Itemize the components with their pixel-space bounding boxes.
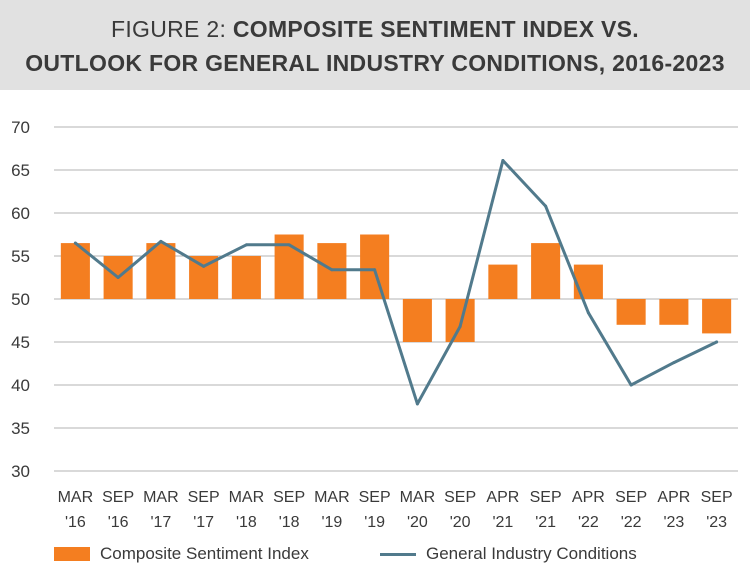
line-series-general-industry-conditions xyxy=(73,159,719,406)
legend-line-swatch xyxy=(380,552,416,556)
y-tick-label: 30 xyxy=(11,462,30,481)
line-point xyxy=(159,239,163,243)
chart-title-prefix: FIGURE 2: xyxy=(110,16,227,42)
y-tick-label: 40 xyxy=(11,376,30,395)
line-point xyxy=(244,243,248,247)
bar xyxy=(573,264,603,299)
line-point xyxy=(415,402,419,406)
x-tick-label-month: SEP xyxy=(188,489,220,506)
x-tick-label-year: '19 xyxy=(364,514,385,531)
bar xyxy=(659,299,689,325)
y-tick-label: 70 xyxy=(11,118,30,137)
x-tick-label-year: '22 xyxy=(621,514,642,531)
x-tick-label-month: SEP xyxy=(444,489,476,506)
x-tick-label-month: MAR xyxy=(143,489,179,506)
bar xyxy=(702,299,732,334)
legend: Composite Sentiment Index General Indust… xyxy=(0,540,750,570)
chart-title-line-2: OUTLOOK FOR GENERAL INDUSTRY CONDITIONS,… xyxy=(25,50,725,76)
x-tick-label-year: '17 xyxy=(193,514,214,531)
y-tick-label: 50 xyxy=(11,290,30,309)
y-tick-label: 45 xyxy=(11,333,30,352)
line-point xyxy=(287,243,291,247)
bar xyxy=(146,243,176,299)
x-tick-label-month: APR xyxy=(657,489,690,506)
x-tick-label-year: '16 xyxy=(65,514,86,531)
x-tick-label-month: MAR xyxy=(229,489,265,506)
x-tick-label-year: '23 xyxy=(706,514,727,531)
x-tick-label-year: '20 xyxy=(450,514,471,531)
x-tick-label-year: '17 xyxy=(150,514,171,531)
line-point xyxy=(116,276,120,279)
y-tick-label: 60 xyxy=(11,204,30,223)
x-tick-label-year: '19 xyxy=(321,514,342,531)
x-tick-label-year: '20 xyxy=(407,514,428,531)
line-point xyxy=(715,340,719,344)
x-tick-label-year: '18 xyxy=(236,514,257,531)
x-tick-label-month: SEP xyxy=(273,489,305,506)
y-tick-label: 35 xyxy=(11,419,30,438)
x-tick-label-month: SEP xyxy=(102,489,134,506)
bar xyxy=(189,256,219,299)
x-tick-label-month: MAR xyxy=(58,489,94,506)
legend-item-bar: Composite Sentiment Index xyxy=(54,544,309,564)
title-band: FIGURE 2: COMPOSITE SENTIMENT INDEX VS. … xyxy=(0,0,750,90)
bar xyxy=(531,243,561,299)
line-point xyxy=(458,325,462,329)
bar xyxy=(231,256,261,299)
x-tick-label-year: '21 xyxy=(492,514,513,531)
x-tick-label-month: SEP xyxy=(615,489,647,506)
y-tick-label: 55 xyxy=(11,247,30,266)
line-point xyxy=(73,241,77,245)
bar xyxy=(488,264,518,299)
line-point xyxy=(672,361,676,365)
x-tick-label-month: MAR xyxy=(314,489,350,506)
line-point xyxy=(373,268,377,272)
x-tick-label-month: APR xyxy=(572,489,605,506)
line-point xyxy=(501,159,505,163)
bar xyxy=(402,299,432,342)
legend-bar-label: Composite Sentiment Index xyxy=(100,544,309,563)
legend-bar-swatch xyxy=(54,547,90,561)
line-point xyxy=(586,311,590,315)
x-tick-label-month: SEP xyxy=(359,489,391,506)
x-tick-label-year: '23 xyxy=(663,514,684,531)
legend-item-line: General Industry Conditions xyxy=(380,544,637,564)
line-point xyxy=(544,204,548,208)
line-point xyxy=(629,383,633,387)
legend-line-label: General Industry Conditions xyxy=(426,544,637,563)
x-tick-label-year: '18 xyxy=(279,514,300,531)
x-tick-label-month: SEP xyxy=(530,489,562,506)
x-tick-label-year: '16 xyxy=(108,514,129,531)
bar xyxy=(360,234,390,299)
x-tick-label-month: MAR xyxy=(400,489,436,506)
y-tick-label: 65 xyxy=(11,161,30,180)
chart-title-bold: COMPOSITE SENTIMENT INDEX VS. xyxy=(232,16,639,42)
x-tick-label-year: '22 xyxy=(578,514,599,531)
x-tick-label-month: APR xyxy=(486,489,519,506)
line-point xyxy=(330,268,334,272)
bar xyxy=(616,299,646,325)
chart-title-line-1: FIGURE 2: COMPOSITE SENTIMENT INDEX VS. xyxy=(0,16,750,43)
x-tick-label-year: '21 xyxy=(535,514,556,531)
x-tick-label-month: SEP xyxy=(701,489,733,506)
line-point xyxy=(202,264,206,268)
